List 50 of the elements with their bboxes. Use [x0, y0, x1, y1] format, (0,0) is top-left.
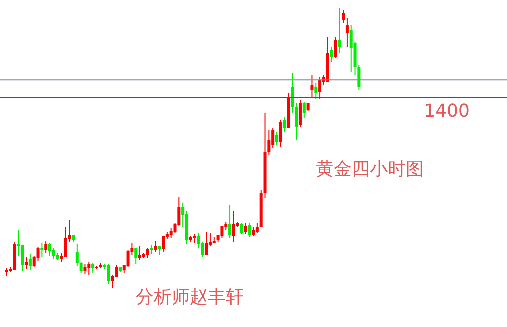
candlestick: [244, 222, 248, 235]
candlestick: [134, 248, 138, 265]
candlestick: [248, 222, 252, 238]
candlestick: [40, 242, 44, 258]
candlestick: [52, 248, 56, 260]
candlestick: [256, 222, 259, 234]
candlestick: [283, 116, 286, 133]
annotation: 分析师赵丰轩: [136, 287, 244, 308]
candlestick: [295, 102, 298, 140]
annotation: 黄金四小时图: [316, 159, 424, 180]
candlestick: [92, 262, 95, 274]
candlestick: [36, 246, 40, 262]
candlestick: [115, 264, 118, 278]
candlestick: [76, 244, 79, 266]
candlestick: [298, 100, 302, 128]
candlestick: [302, 102, 306, 119]
candlestick: [146, 248, 150, 259]
candlestick: [220, 226, 224, 238]
candlestick: [44, 240, 48, 254]
candlestick: [346, 18, 349, 48]
candlestick: [21, 244, 24, 272]
candlestick: [25, 256, 28, 270]
candlestick: [64, 226, 68, 258]
candlestick: [88, 262, 91, 276]
candlestick: [291, 72, 294, 114]
candlestick: [228, 204, 232, 238]
text: 1400: [424, 101, 470, 122]
candlestick: [84, 264, 87, 275]
candlestick: [342, 10, 346, 24]
candlestick: [334, 36, 338, 59]
candlestick: [28, 254, 32, 271]
candlestick: [162, 236, 166, 252]
candlestick: [150, 244, 154, 255]
candlestick: [276, 132, 278, 146]
candlestick: [279, 120, 282, 148]
candlestick: [310, 74, 314, 98]
candlestick: [48, 242, 52, 257]
candlestick: [80, 262, 83, 274]
candlestick: [240, 222, 244, 235]
candlestick: [338, 8, 342, 54]
candlestick: [318, 76, 322, 100]
candlestick: [205, 232, 208, 256]
candlestick: [314, 82, 318, 100]
candlestick: [330, 46, 334, 63]
candlestick: [138, 246, 142, 261]
candlestick: [154, 240, 158, 252]
candlestick: [232, 210, 236, 243]
candlestick: [272, 128, 275, 149]
candlestick: [350, 24, 353, 73]
candlestick: [107, 264, 110, 285]
